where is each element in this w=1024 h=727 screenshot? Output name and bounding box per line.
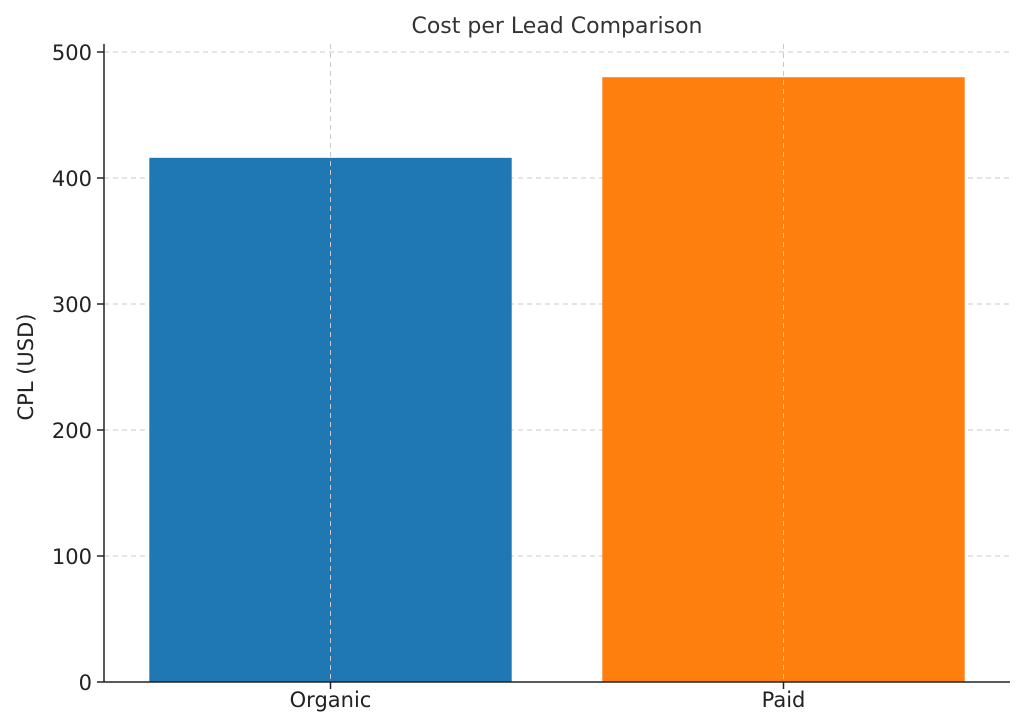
x-tick-label: Organic — [290, 688, 372, 712]
grid-layer — [104, 51, 1010, 557]
y-tick-label: 400 — [52, 167, 92, 191]
ticks-layer: 0 100 200 300 400 500 Organic Paid — [52, 41, 805, 712]
chart-title: Cost per Lead Comparison — [411, 14, 702, 39]
y-tick-label: 500 — [52, 41, 92, 65]
y-tick-label: 100 — [52, 545, 92, 569]
y-tick-label: 300 — [52, 293, 92, 317]
y-axis-label: CPL (USD) — [14, 314, 38, 421]
axes-layer — [103, 44, 1010, 683]
x-tick-label: Paid — [762, 688, 806, 712]
bars-layer — [149, 44, 965, 683]
y-tick-label: 200 — [52, 419, 92, 443]
y-tick-label: 0 — [79, 671, 92, 695]
